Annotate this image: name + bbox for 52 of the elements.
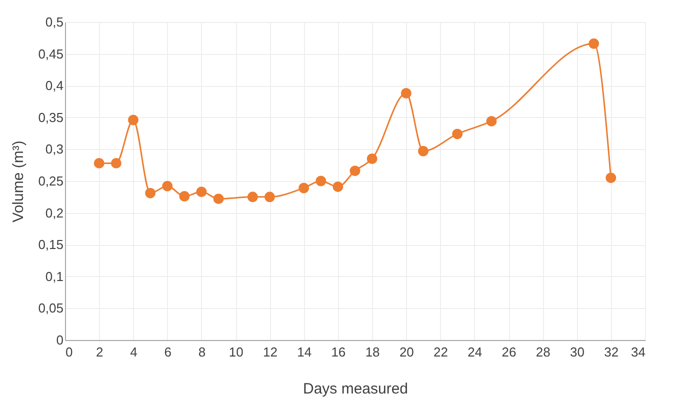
x-tick-label: 10 xyxy=(228,344,244,360)
point xyxy=(452,128,463,140)
x-tick-label: 6 xyxy=(164,344,172,360)
point xyxy=(486,116,497,126)
x-tick-label: 14 xyxy=(297,344,312,360)
y-tick-label: 0,35 xyxy=(38,110,64,125)
point xyxy=(128,114,138,126)
point xyxy=(366,154,378,164)
x-tick-label: 18 xyxy=(365,344,380,360)
point xyxy=(332,181,344,192)
x-tick-label: 2 xyxy=(96,344,104,360)
y-tick-label: 0,5 xyxy=(45,14,64,30)
y-tick-label: 0,15 xyxy=(38,237,64,252)
y-tick-label: 0,05 xyxy=(38,300,64,316)
y-tick-label: 0,45 xyxy=(38,46,64,62)
point xyxy=(606,172,616,184)
x-tick-label: 20 xyxy=(399,344,414,360)
point xyxy=(196,186,207,198)
x-axis-title: Days measured xyxy=(302,380,408,398)
y-tick-label: 0,2 xyxy=(45,205,64,220)
y-tick-label: 0,3 xyxy=(45,142,64,157)
x-tick-label: 26 xyxy=(502,344,516,360)
point xyxy=(264,192,275,202)
point xyxy=(418,146,428,156)
x-tick-label: 22 xyxy=(434,344,448,360)
x-tick-label: 16 xyxy=(331,344,346,360)
y-tick-label: 0 xyxy=(56,332,64,348)
point xyxy=(316,176,326,186)
point xyxy=(213,194,224,204)
point xyxy=(247,192,258,202)
y-tick-label: 0,25 xyxy=(38,174,64,188)
y-tick-label: 0,4 xyxy=(45,78,64,94)
y-axis-title: Volume (m³) xyxy=(10,140,28,222)
y-tick-label: 0,1 xyxy=(45,268,64,284)
x-tick-label: 0 xyxy=(66,344,73,360)
x-tick-label: 24 xyxy=(468,344,482,360)
point xyxy=(94,158,104,168)
x-tick-label: 30 xyxy=(570,344,584,360)
x-tick-label: 12 xyxy=(262,344,278,360)
x-tick-label: 34 xyxy=(631,344,646,360)
point xyxy=(298,182,310,194)
point xyxy=(110,158,122,168)
point xyxy=(588,38,600,49)
point xyxy=(400,88,412,98)
point xyxy=(350,166,360,176)
x-tick-label: 4 xyxy=(130,344,138,360)
x-tick-label: 8 xyxy=(198,344,206,360)
point xyxy=(179,191,190,202)
point xyxy=(162,180,173,192)
x-tick-label: 28 xyxy=(536,344,550,360)
point xyxy=(145,188,156,198)
x-tick-label: 32 xyxy=(604,344,619,360)
